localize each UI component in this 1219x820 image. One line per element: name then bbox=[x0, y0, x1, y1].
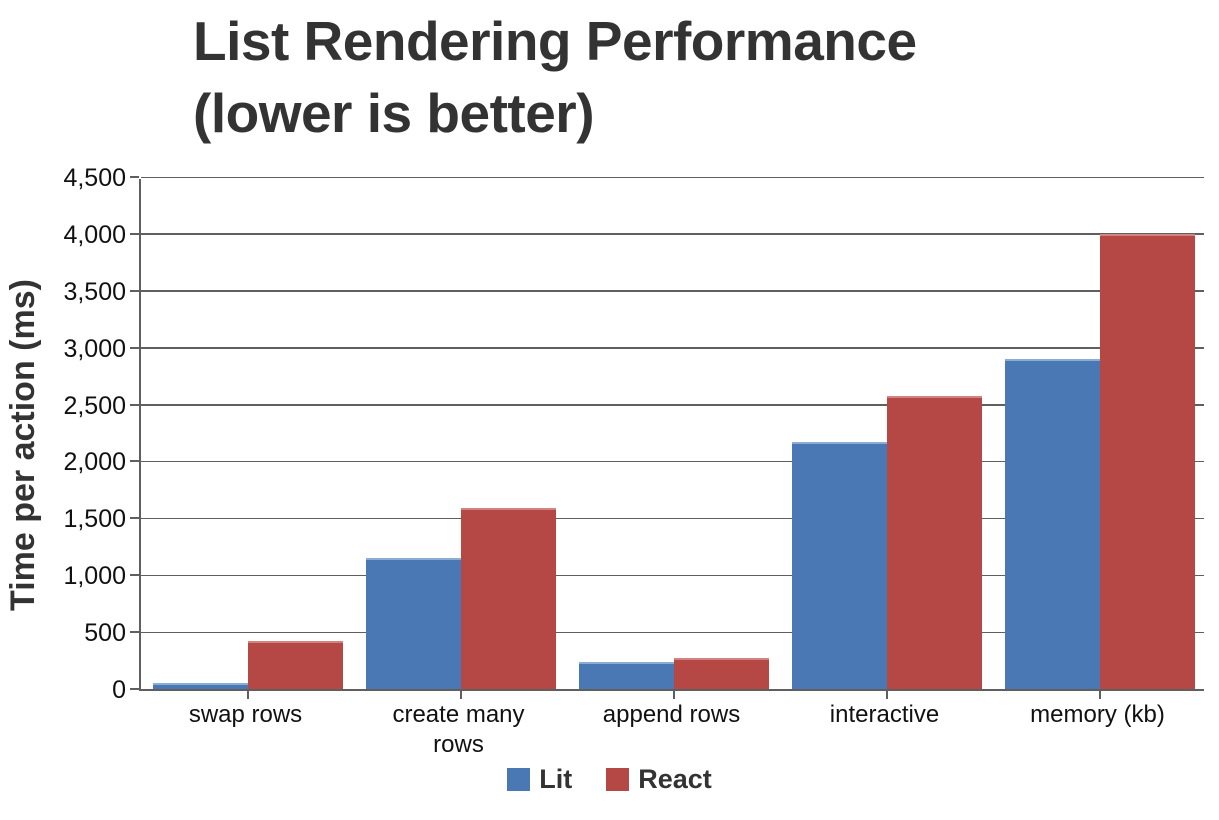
gridline-4-500 bbox=[141, 176, 1204, 178]
y-axis-tick-label: 1,000 bbox=[63, 562, 126, 591]
gridline-1-000 bbox=[141, 574, 1204, 577]
bar-react-create-many-rows bbox=[461, 507, 556, 689]
y-axis-tick bbox=[130, 403, 139, 406]
y-axis-tick bbox=[130, 460, 139, 463]
y-axis-tick bbox=[130, 289, 139, 292]
x-axis-tick bbox=[885, 691, 888, 699]
y-axis-tick bbox=[130, 574, 139, 577]
legend-item-react: React bbox=[606, 764, 712, 795]
bar-lit-interactive bbox=[792, 441, 887, 689]
y-axis-tick-label: 3,500 bbox=[63, 277, 126, 306]
gridline-1-500 bbox=[141, 517, 1204, 520]
y-axis-tick-label: 500 bbox=[84, 619, 126, 648]
gridline-4-000 bbox=[141, 233, 1204, 235]
x-axis-tick bbox=[1098, 691, 1101, 699]
y-axis-tick-label: 2,500 bbox=[63, 391, 126, 420]
y-axis-tick bbox=[130, 517, 139, 520]
x-axis-category-label-memory-kb: memory (kb) bbox=[1030, 701, 1165, 728]
y-axis-tick-label: 4,000 bbox=[63, 220, 126, 249]
x-axis-category-label-swap-rows: swap rows bbox=[188, 701, 303, 728]
bar-react-memory-kb bbox=[1100, 233, 1195, 689]
y-axis-tick bbox=[130, 631, 139, 634]
legend-item-lit: Lit bbox=[507, 764, 572, 795]
legend-swatch-lit bbox=[507, 768, 531, 791]
gridline-2-000 bbox=[141, 460, 1204, 463]
y-axis-tick bbox=[130, 688, 139, 690]
gridline-500 bbox=[141, 631, 1204, 634]
legend-label-react: React bbox=[638, 764, 712, 794]
x-axis-tick bbox=[246, 691, 249, 699]
plot-area bbox=[130, 176, 1204, 699]
legend: Lit React bbox=[0, 764, 1219, 795]
y-axis-tick-label: 2,000 bbox=[63, 448, 126, 477]
bar-react-append-rows bbox=[674, 658, 769, 689]
x-axis-tick bbox=[672, 691, 675, 699]
legend-swatch-react bbox=[606, 768, 630, 791]
bar-lit-create-many-rows bbox=[366, 558, 461, 689]
bar-lit-append-rows bbox=[579, 661, 674, 689]
y-axis-tick-label: 3,000 bbox=[63, 334, 126, 363]
y-axis-tick bbox=[130, 346, 139, 349]
chart-title: List Rendering Performance (lower is bet… bbox=[193, 6, 917, 149]
legend-label-lit: Lit bbox=[539, 764, 573, 794]
x-axis-tick bbox=[459, 691, 462, 699]
y-axis-tick-label: 4,500 bbox=[63, 164, 126, 192]
bar-lit-swap-rows bbox=[153, 683, 248, 689]
bar-lit-memory-kb bbox=[1005, 359, 1100, 689]
x-axis-category-label-interactive: interactive bbox=[829, 701, 940, 728]
gridline-2-500 bbox=[141, 404, 1204, 406]
chart-title-line-2: (lower is better) bbox=[193, 81, 595, 144]
x-axis-category-label-append-rows: append rows bbox=[602, 701, 741, 728]
gridline-3-000 bbox=[141, 347, 1204, 349]
x-axis-category-label-create-many-rows: create many rows bbox=[392, 701, 525, 758]
y-axis-tick-label: 1,500 bbox=[63, 505, 126, 534]
gridline-3-500 bbox=[141, 290, 1204, 292]
chart-title-line-1: List Rendering Performance bbox=[193, 10, 917, 72]
bar-react-swap-rows bbox=[248, 641, 343, 689]
bar-react-interactive bbox=[887, 396, 982, 689]
y-axis-tick bbox=[130, 232, 139, 235]
y-axis-tick-label: 0 bbox=[112, 676, 126, 704]
y-axis-tick bbox=[130, 176, 139, 178]
